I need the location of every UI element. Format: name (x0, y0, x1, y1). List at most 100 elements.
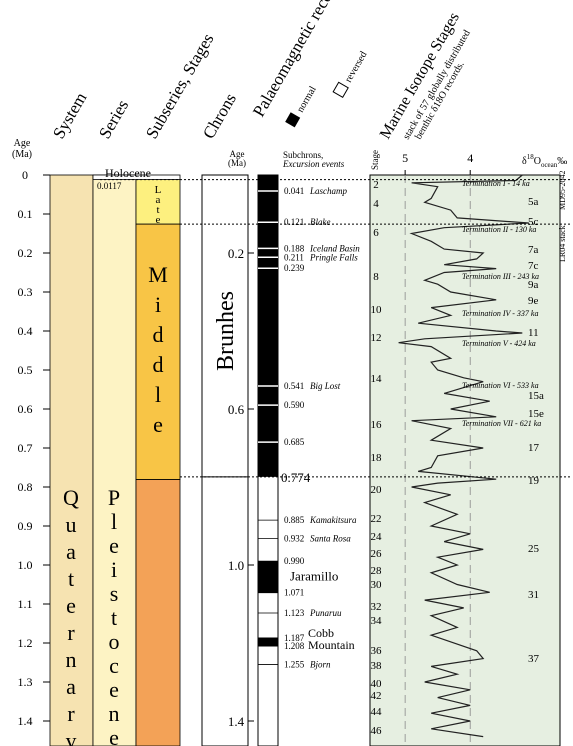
stage-number: 26 (371, 548, 383, 560)
side-label: MD95-2042 (558, 170, 567, 210)
isotope-panel (369, 174, 561, 746)
age-tick-label: 1.2 (18, 636, 33, 650)
chron-tick-label: 0.6 (228, 402, 245, 417)
stage-number: 42 (371, 690, 382, 702)
termination-label: Termination I - 14 ka (462, 179, 530, 188)
isotope-curve (398, 174, 529, 738)
age-tick-label: 1.3 (18, 675, 33, 689)
subchron-name: Punaruu (309, 608, 342, 618)
age-tick-label: 0.7 (18, 441, 33, 455)
subchron-age: 0.041 (284, 186, 304, 196)
stage-label: Stage (370, 150, 380, 170)
termination-label: Termination VI - 533 ka (462, 381, 539, 390)
stage-number: 31 (528, 589, 539, 601)
subchron-age: 0.990 (284, 556, 305, 566)
age-title: Age (14, 138, 31, 149)
column-title: System (49, 89, 90, 142)
subchron-age: 0.590 (284, 400, 305, 410)
age-tick-label: 0.8 (18, 480, 33, 494)
axis-part: δ (522, 156, 527, 167)
stage-number: 36 (371, 645, 383, 657)
subchron-age: 0.885 (284, 515, 305, 525)
age-tick-label: 1.0 (18, 558, 33, 572)
cobb-label: Mountain (308, 638, 355, 652)
series-column (92, 174, 137, 746)
age-tick-label: 0 (22, 168, 28, 182)
subchron-age: 0.188 (284, 243, 305, 253)
stage-number: 24 (371, 531, 383, 543)
termination-label: Termination VII - 621 ka (462, 419, 541, 428)
age-tick-label: 0.5 (18, 363, 33, 377)
stage-number: 5c (528, 216, 539, 228)
subchron-title: Subchrons, (283, 150, 323, 160)
axis-part: O (534, 156, 541, 167)
isotope-axis-label: δ18Oocean‰ (522, 153, 567, 169)
column-title: Chrons (199, 90, 240, 142)
axis-part: 18 (527, 153, 535, 161)
subchron-age: 1.123 (284, 608, 305, 618)
stage-number: 16 (371, 419, 383, 431)
stage-number: 11 (528, 327, 539, 339)
chron-column (201, 174, 249, 746)
chron-age-title: (Ma) (228, 158, 246, 168)
chron-label: Brunhes (213, 291, 239, 371)
stage-number: 19 (528, 475, 540, 487)
stage-number: 8 (373, 271, 379, 283)
jaramillo-label: Jaramillo (290, 569, 338, 584)
holocene-label: Holocene (105, 166, 151, 180)
legend-label: normal (295, 84, 319, 114)
stage-number: 10 (371, 304, 383, 316)
isotope-tick-label: 4 (467, 151, 473, 165)
subchron-age: 0.239 (284, 263, 305, 273)
series-label: Pleistocene (102, 485, 127, 746)
column-title: Palaeomagnetic record (249, 0, 343, 120)
system-column (49, 174, 94, 746)
termination-label: Termination IV - 337 ka (462, 309, 538, 318)
age-title: (Ma) (12, 149, 32, 160)
age-tick-label: 0.6 (18, 402, 33, 416)
age-tick-label: 0.1 (18, 207, 33, 221)
subchron-age: 1.255 (284, 659, 305, 669)
stage-number: 40 (371, 678, 383, 690)
axis-part: ocean (541, 161, 558, 169)
stage-number: 15e (528, 408, 544, 420)
subchron-name: Iceland Basin (309, 243, 360, 253)
stage-number: 18 (371, 452, 383, 464)
age-tick-label: 1.4 (18, 714, 33, 728)
subchron-age: 1.208 (284, 641, 305, 651)
chron-tick-label: 1.0 (228, 558, 244, 573)
subseries-block (135, 479, 181, 746)
subchron-name: Laschamp (309, 186, 348, 196)
stage-number: 46 (371, 725, 383, 737)
stage-number: 22 (371, 513, 382, 525)
stage-number: 37 (528, 653, 540, 665)
stage-number: 30 (371, 579, 383, 591)
stage-number: 20 (371, 484, 383, 496)
stage-number: 38 (371, 660, 383, 672)
chron-tick-label: 1.4 (228, 714, 245, 729)
age-tick-label: 1.1 (18, 597, 33, 611)
stage-number: 17 (528, 442, 540, 454)
header: Age (Ma) System Series Subseries, Stages… (12, 0, 567, 170)
subchron-name: Bjorn (310, 659, 331, 669)
subseries-label: Middle (146, 262, 171, 442)
legend-normal-swatch (285, 112, 301, 128)
subchron-subtitle: Excursion events (282, 159, 345, 169)
boundary-label: 0.774 (281, 470, 311, 485)
stage-number: 5a (528, 196, 539, 208)
stage-number: 2 (373, 179, 379, 191)
stage-number: 6 (373, 227, 379, 239)
subchron-age: 0.932 (284, 533, 304, 543)
normal-polarity (258, 637, 278, 647)
age-tick-label: 0.9 (18, 519, 33, 533)
stage-number: 9a (528, 279, 539, 291)
system-label: Quaternary (59, 485, 84, 746)
legend-reversed-swatch (332, 81, 349, 99)
subchron-name: Big Lost (310, 381, 341, 391)
stage-number: 44 (371, 706, 383, 718)
subchron-age: 0.541 (284, 381, 304, 391)
subchron-age: 0.685 (284, 437, 305, 447)
stage-number: 14 (371, 373, 383, 385)
normal-polarity (258, 175, 278, 477)
